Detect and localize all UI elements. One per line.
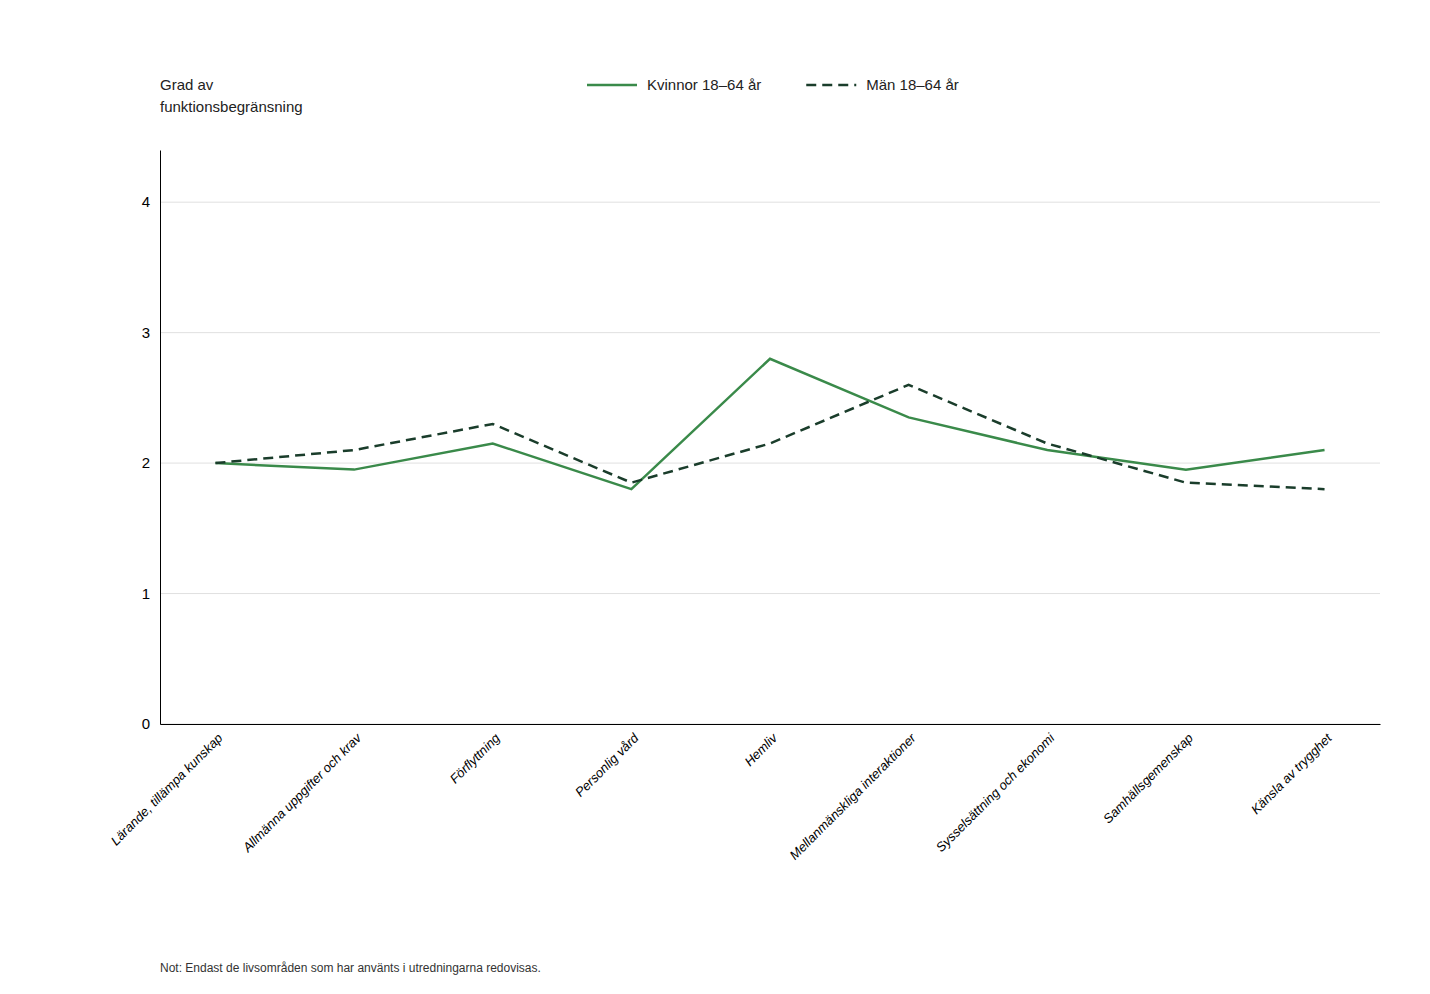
legend: Kvinnor 18–64 år Män 18–64 år [587,76,959,93]
lines [215,359,1324,489]
x-tick-label: Förflyttning [447,730,504,787]
grid-line [160,332,1380,333]
legend-item: Kvinnor 18–64 år [587,76,761,93]
x-tick: Mellanmänskliga interaktioner [787,724,920,863]
y-tick-label: 0 [142,715,150,732]
y-axis-title-line: Grad av [160,76,214,93]
y-tick-label: 4 [142,193,150,210]
series-line [215,359,1324,489]
grid-line [160,724,1380,725]
x-tick-label: Hemliv [741,729,781,769]
x-axis: Lärande, tillämpa kunskapAllmänna uppgif… [108,724,1381,863]
x-tick: Förflyttning [447,724,504,786]
x-tick-label: Lärande, tillämpa kunskap [108,730,226,848]
x-tick-label: Mellanmänskliga interaktioner [787,730,920,863]
x-tick-label: Personlig vård [572,730,642,800]
y-tick-label: 3 [142,324,150,341]
legend-label: Män 18–64 år [866,76,959,93]
grid-line [160,463,1380,464]
x-tick: Personlig vård [572,724,642,800]
x-axis-line [161,724,1381,725]
series-line [215,385,1324,489]
y-axis-title: Grad av funktionsbegränsning [160,76,303,115]
grid-line [160,593,1380,594]
x-tick-label: Sysselsättning och ekonomi [933,730,1058,855]
x-tick: Hemliv [741,724,781,769]
legend-item: Män 18–64 år [806,76,959,93]
x-tick: Lärande, tillämpa kunskap [108,724,226,848]
y-tick-label: 1 [142,585,150,602]
x-tick-label: Allmänna uppgifter och krav [239,729,365,855]
x-tick: Samhällsgemenskap [1100,724,1196,826]
x-tick: Allmänna uppgifter och krav [239,724,365,856]
legend-label: Kvinnor 18–64 år [647,76,761,93]
y-tick-label: 2 [142,454,150,471]
note: Not: Endast de livsområden som har använ… [160,961,541,975]
chart: 0 1 2 3 4 Lärande, tillämpa kunskapAllmänna u… [0,0,1430,994]
x-tick: Sysselsättning och ekonomi [933,724,1058,855]
grid-line [160,202,1380,203]
x-tick-label: Samhällsgemenskap [1100,730,1196,826]
y-axis-line [160,151,161,725]
y-tick: 4 [142,193,160,210]
legend-swatch [587,84,637,87]
y-tick: 2 [142,454,160,471]
y-tick: 0 [142,715,160,732]
y-axis-title-line: funktionsbegränsning [160,98,303,115]
x-tick: Känsla av trygghet [1248,724,1336,817]
x-tick-label: Känsla av trygghet [1248,729,1336,817]
y-axis: 0 1 2 3 4 [142,151,161,733]
y-tick: 1 [142,585,160,602]
grid [160,202,1380,724]
y-tick: 3 [142,324,160,341]
legend-swatch [806,84,856,87]
